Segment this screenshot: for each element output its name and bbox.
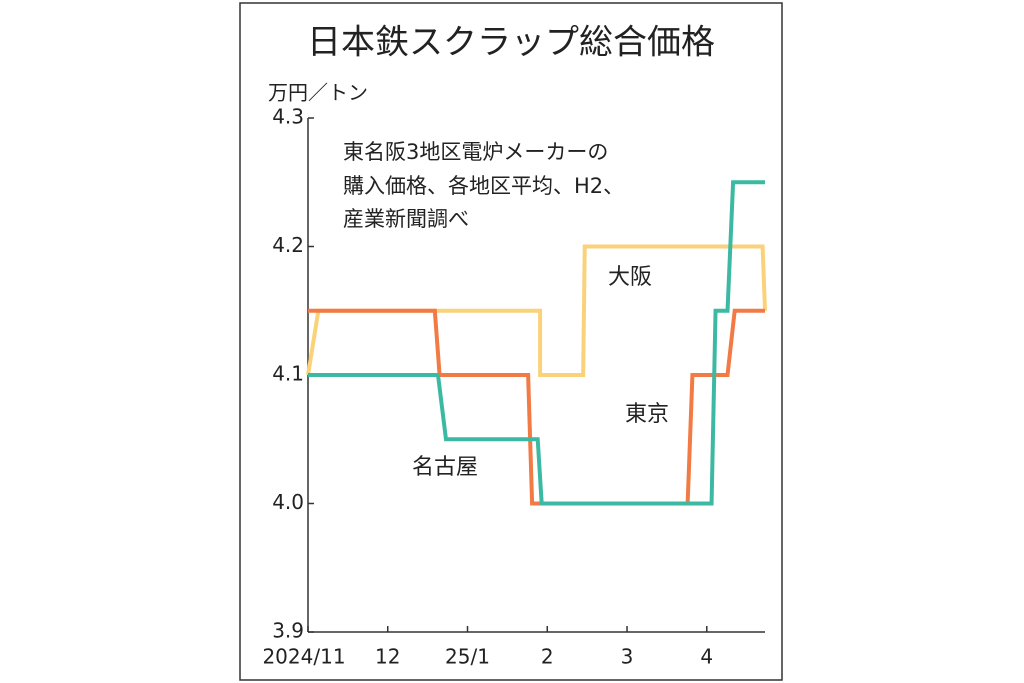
y-tick-label: 4.3: [272, 105, 304, 129]
frame: [239, 2, 783, 681]
y-axis-label: 万円／トン: [268, 81, 368, 105]
note: 産業新聞調べ: [343, 207, 469, 231]
x-tick-label: 12: [375, 645, 400, 669]
series-label: 名古屋: [412, 455, 478, 480]
y-tick-label: 3.9: [272, 619, 304, 643]
x-tick-label: 3: [621, 645, 634, 669]
x-tick-label: 4: [700, 645, 713, 669]
note: 東名阪3地区電炉メーカーの: [343, 140, 608, 164]
chart-title: 日本鉄スクラップ総合価格: [307, 23, 715, 63]
x-tick-label: 25/1: [445, 645, 490, 669]
series-line: [308, 180, 765, 506]
y-tick-label: 4.2: [272, 233, 304, 257]
series-label: 大阪: [608, 265, 652, 290]
series-label: 東京: [625, 402, 669, 427]
x-tick-label: 2: [541, 645, 554, 669]
y-tick-label: 4.0: [272, 490, 304, 514]
x-tick-label: 2024/11: [262, 645, 345, 669]
y-tick-label: 4.1: [272, 362, 304, 386]
note: 購入価格、各地区平均、H2、: [343, 174, 624, 198]
series-line: [308, 308, 765, 506]
